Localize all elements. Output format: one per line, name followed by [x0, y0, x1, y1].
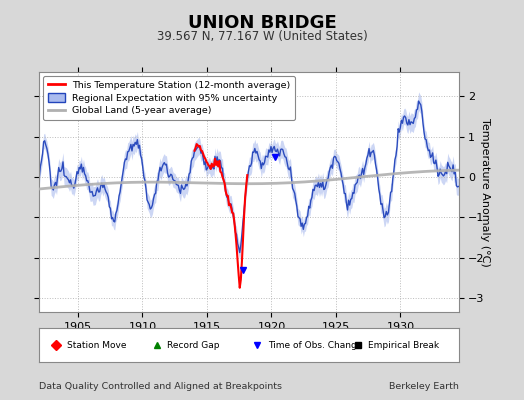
Text: 39.567 N, 77.167 W (United States): 39.567 N, 77.167 W (United States) [157, 30, 367, 43]
Text: Time of Obs. Change: Time of Obs. Change [268, 340, 362, 350]
Text: Data Quality Controlled and Aligned at Breakpoints: Data Quality Controlled and Aligned at B… [39, 382, 282, 391]
Text: UNION BRIDGE: UNION BRIDGE [188, 14, 336, 32]
Y-axis label: Temperature Anomaly (°C): Temperature Anomaly (°C) [481, 118, 490, 266]
Text: Berkeley Earth: Berkeley Earth [389, 382, 458, 391]
Text: Record Gap: Record Gap [167, 340, 220, 350]
Text: Empirical Break: Empirical Break [368, 340, 440, 350]
Legend: This Temperature Station (12-month average), Regional Expectation with 95% uncer: This Temperature Station (12-month avera… [43, 76, 296, 120]
Text: Station Move: Station Move [67, 340, 126, 350]
